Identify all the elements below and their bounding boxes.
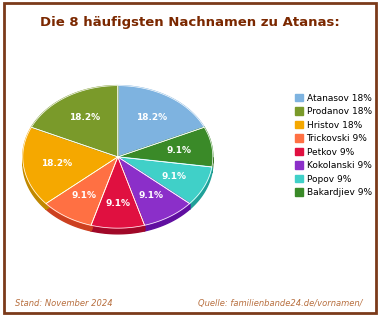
Polygon shape: [118, 157, 213, 163]
Polygon shape: [91, 157, 144, 228]
Polygon shape: [118, 157, 144, 231]
Text: 18.2%: 18.2%: [136, 113, 167, 122]
Polygon shape: [23, 158, 46, 209]
Polygon shape: [118, 157, 212, 173]
Text: Die 8 häufigsten Nachnamen zu Atanas:: Die 8 häufigsten Nachnamen zu Atanas:: [40, 16, 340, 29]
Polygon shape: [118, 86, 204, 157]
Polygon shape: [190, 167, 212, 209]
Polygon shape: [46, 157, 118, 209]
Polygon shape: [32, 86, 118, 157]
Polygon shape: [91, 225, 144, 234]
Polygon shape: [118, 157, 144, 231]
Polygon shape: [118, 157, 144, 231]
Polygon shape: [91, 157, 118, 231]
Polygon shape: [91, 157, 118, 231]
Polygon shape: [23, 127, 118, 204]
Polygon shape: [212, 157, 213, 173]
Text: Stand: November 2024: Stand: November 2024: [15, 299, 113, 308]
Polygon shape: [118, 127, 213, 167]
Polygon shape: [91, 157, 118, 231]
Text: 9.1%: 9.1%: [162, 172, 187, 181]
Polygon shape: [144, 204, 190, 231]
Text: Quelle: familienbande24.de/vornamen/: Quelle: familienbande24.de/vornamen/: [198, 299, 362, 308]
Text: 18.2%: 18.2%: [69, 113, 100, 122]
Polygon shape: [118, 157, 190, 209]
Polygon shape: [118, 157, 190, 209]
Polygon shape: [91, 157, 118, 231]
Polygon shape: [118, 157, 144, 231]
Text: 9.1%: 9.1%: [105, 199, 130, 208]
Polygon shape: [46, 157, 118, 209]
Polygon shape: [118, 157, 212, 173]
Text: 18.2%: 18.2%: [41, 159, 72, 168]
Polygon shape: [46, 204, 91, 231]
Polygon shape: [118, 157, 190, 209]
Text: 9.1%: 9.1%: [139, 191, 164, 200]
Polygon shape: [46, 157, 118, 209]
Text: 9.1%: 9.1%: [166, 146, 192, 155]
Polygon shape: [46, 157, 118, 225]
Text: 9.1%: 9.1%: [72, 191, 97, 200]
Polygon shape: [23, 157, 118, 164]
Polygon shape: [118, 157, 190, 209]
Polygon shape: [46, 157, 118, 209]
Legend: Atanasov 18%, Prodanov 18%, Hristov 18%, Trickovski 9%, Petkov 9%, Kokolanski 9%: Atanasov 18%, Prodanov 18%, Hristov 18%,…: [295, 94, 372, 197]
Polygon shape: [118, 157, 212, 173]
Polygon shape: [118, 157, 190, 225]
Polygon shape: [118, 157, 212, 204]
Polygon shape: [118, 157, 212, 173]
